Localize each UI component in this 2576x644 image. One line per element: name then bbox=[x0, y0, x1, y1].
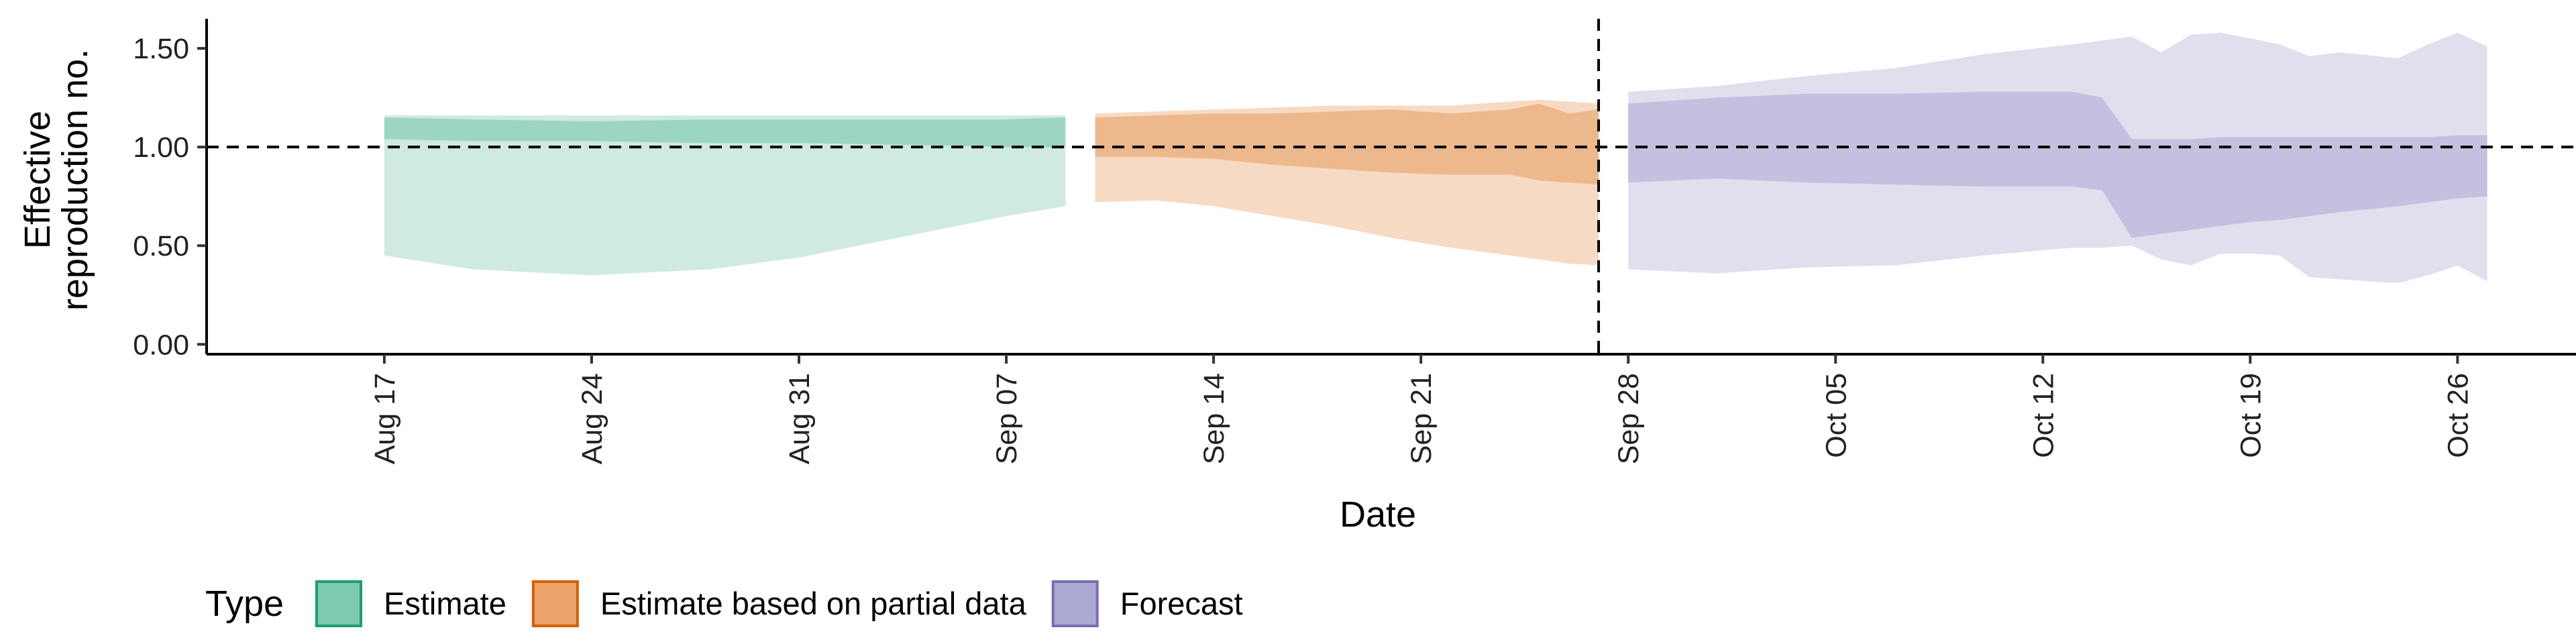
y-tick-label: 0.50 bbox=[133, 230, 189, 262]
legend-label-estimate: Estimate bbox=[384, 586, 506, 621]
legend-title: Type bbox=[205, 584, 284, 624]
x-tick-label: Aug 17 bbox=[369, 373, 401, 464]
axes: 0.00 0.50 1.00 1.50 Aug 17 Aug 24 Aug 31 Sep 07… bbox=[17, 19, 2576, 535]
y-tick-label: 0.00 bbox=[133, 329, 189, 361]
y-tick-label: 1.50 bbox=[133, 33, 189, 65]
x-tick-label: Sep 21 bbox=[1405, 373, 1438, 464]
x-tick-label: Aug 31 bbox=[784, 373, 816, 464]
estimate-inner-band bbox=[384, 117, 1066, 148]
y-axis-title-line: Effective bbox=[17, 111, 58, 249]
estimate-based-on-partial-data-inner-band bbox=[1095, 103, 1599, 185]
x-tick-label: Sep 14 bbox=[1198, 373, 1230, 464]
x-tick-label: Oct 19 bbox=[2235, 373, 2267, 458]
x-tick-label: Oct 26 bbox=[2442, 373, 2474, 458]
legend: Type Estimate Estimate based on partial da… bbox=[205, 580, 1243, 627]
legend-label-estimate-based-on-partial-data: Estimate based on partial data bbox=[600, 586, 1027, 621]
x-tick-label: Oct 12 bbox=[2027, 373, 2059, 458]
ribbon-layer bbox=[384, 32, 2487, 284]
forecast-inner-band bbox=[1628, 91, 2487, 238]
legend-label-forecast: Forecast bbox=[1120, 586, 1243, 621]
reference-lines bbox=[207, 19, 2576, 354]
y-axis-title-line: reproduction no. bbox=[55, 49, 95, 311]
x-tick-label: Oct 05 bbox=[1820, 373, 1852, 458]
legend-swatch-estimate-based-on-partial-data bbox=[531, 580, 579, 627]
legend-swatch-forecast bbox=[1051, 580, 1099, 627]
estimate-outer-band bbox=[384, 115, 1066, 276]
x-tick-label: Aug 24 bbox=[576, 373, 608, 464]
x-tick-label: Sep 07 bbox=[991, 373, 1023, 464]
y-axis-title: Effectivereproduction no. bbox=[17, 49, 95, 311]
legend-swatch-estimate bbox=[315, 580, 362, 627]
x-tick-label: Sep 28 bbox=[1613, 373, 1645, 464]
y-tick-label: 1.00 bbox=[133, 131, 189, 164]
x-axis-title: Date bbox=[1340, 494, 1416, 535]
